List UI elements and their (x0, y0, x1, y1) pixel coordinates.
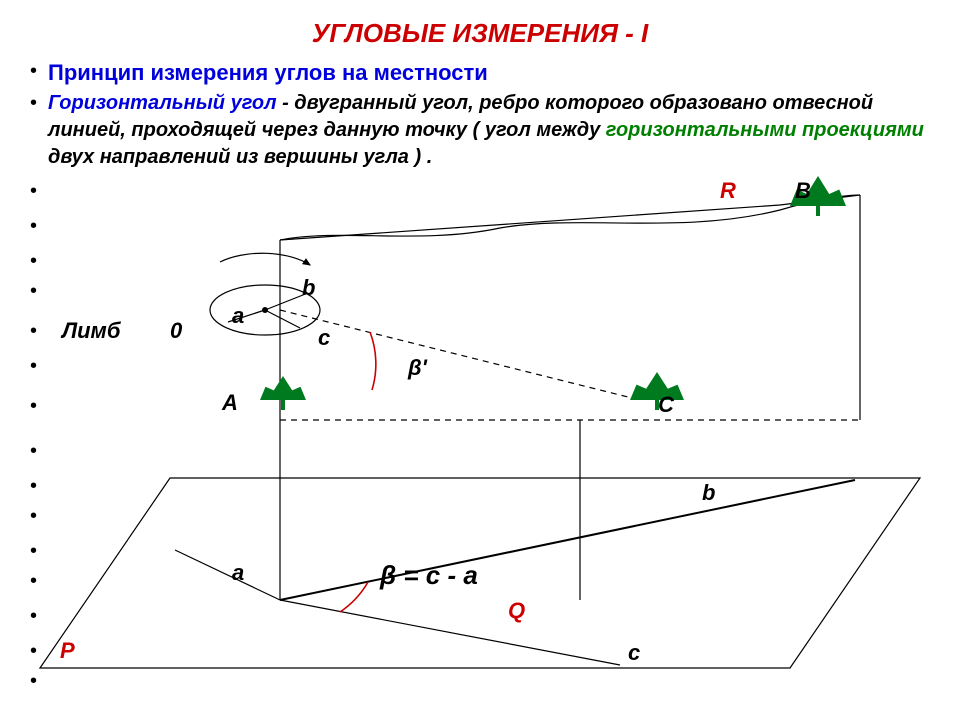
label-A: A (222, 390, 238, 416)
page-title: УГЛОВЫЕ ИЗМЕРЕНИЯ - I (0, 18, 960, 49)
bullet-mark (48, 670, 52, 690)
label-C: C (658, 392, 674, 418)
label-Q: Q (508, 598, 525, 624)
bullet-mark (48, 570, 52, 590)
def-hl: горизонтальными проекциями (606, 119, 924, 141)
bullet-mark (48, 355, 52, 375)
label-b_bot: b (702, 480, 715, 506)
label-formula: β = c - a (380, 560, 478, 591)
label-b_top: b (302, 275, 315, 301)
label-c_bot: c (628, 640, 640, 666)
label-beta_prime: β' (408, 355, 427, 381)
bullet-mark (48, 180, 52, 200)
label-zero: 0 (170, 318, 182, 344)
def-tail: двух направлений из вершины угла ) . (48, 146, 432, 168)
label-Limb: Лимб (62, 318, 120, 344)
bullet-mark (48, 640, 52, 660)
definition: Горизонтальный угол - двугранный угол, р… (48, 90, 948, 171)
bullet-mark (48, 395, 52, 415)
label-P: P (60, 638, 75, 664)
bullet-mark (48, 505, 52, 525)
subtitle-text: Принцип измерения углов на местности (48, 60, 488, 85)
bullet-mark (48, 540, 52, 560)
bullet-mark (48, 605, 52, 625)
label-a_top: a (232, 303, 244, 329)
bullet-mark (48, 250, 52, 270)
bullet-mark (48, 280, 52, 300)
label-c_top: c (318, 325, 330, 351)
label-B: B (795, 178, 811, 204)
label-a_bot: a (232, 560, 244, 586)
bullet-mark (48, 320, 52, 340)
def-prefix: Горизонтальный угол (48, 92, 282, 114)
label-R: R (720, 178, 736, 204)
bullet-mark (48, 475, 52, 495)
bullet-mark (48, 215, 52, 235)
bullet-mark (48, 440, 52, 460)
slide: УГЛОВЫЕ ИЗМЕРЕНИЯ - I Принцип измерения … (0, 0, 960, 720)
subtitle: Принцип измерения углов на местности (48, 60, 488, 86)
